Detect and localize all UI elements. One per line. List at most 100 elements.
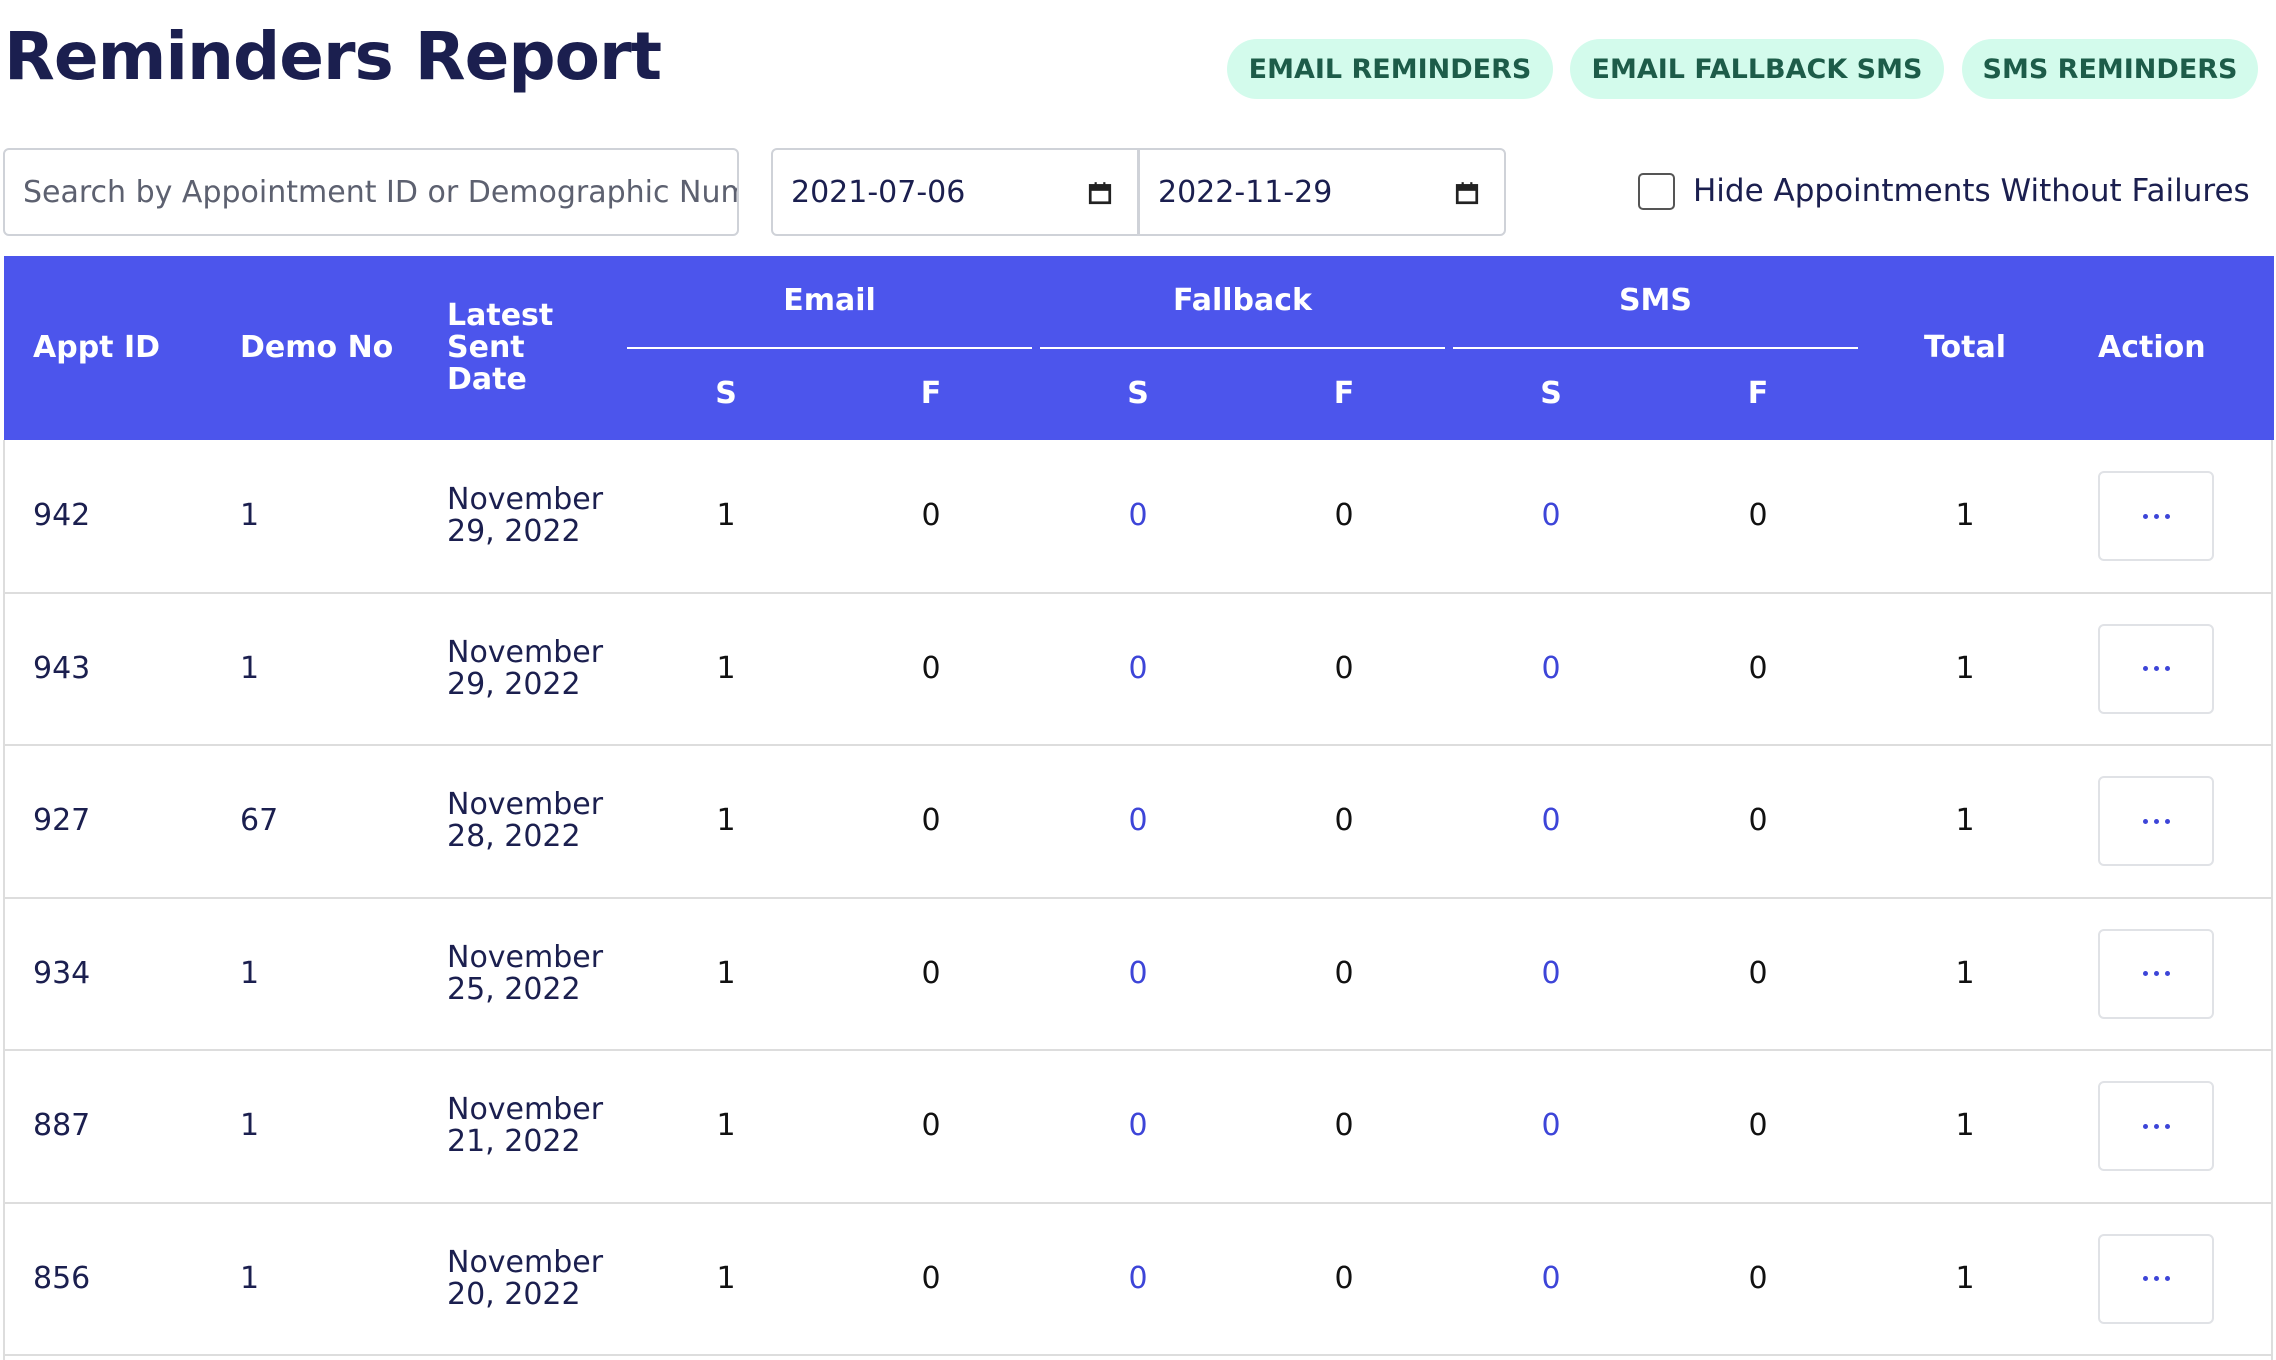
- count: 0: [1748, 1260, 1768, 1296]
- count: 0: [1541, 650, 1561, 686]
- search-input[interactable]: Search by Appointment ID or Demographic …: [3, 148, 739, 236]
- count: 1: [1955, 498, 1975, 534]
- row-divider: [3, 1049, 2273, 1051]
- count: 0: [1334, 955, 1354, 991]
- dot: [2153, 818, 2159, 824]
- column-header: Action: [2098, 330, 2206, 365]
- date-input[interactable]: 2022-11-29: [1138, 148, 1506, 236]
- count: 0: [1128, 1108, 1148, 1144]
- action-button[interactable]: [2098, 1233, 2214, 1324]
- count: 0: [1748, 650, 1768, 686]
- count: 1: [1955, 1260, 1975, 1296]
- date-value: 2021-07-06: [791, 174, 966, 210]
- demo-no: 1: [240, 1108, 260, 1144]
- dot: [2164, 1123, 2170, 1129]
- count: 1: [1955, 650, 1975, 686]
- tab-button[interactable]: EMAIL FALLBACK SMS: [1570, 39, 1944, 99]
- dot: [2153, 971, 2159, 977]
- count: 0: [1541, 803, 1561, 839]
- dot: [2153, 1123, 2159, 1129]
- dot: [2164, 971, 2170, 977]
- count: 1: [1955, 803, 1975, 839]
- sent-date: November 21, 2022: [447, 1092, 604, 1160]
- count: 0: [1748, 803, 1768, 839]
- sub-header: F: [920, 376, 942, 411]
- dot: [2153, 666, 2159, 672]
- action-button[interactable]: [2098, 623, 2214, 714]
- sub-header: F: [1747, 376, 1769, 411]
- count: 1: [1955, 1108, 1975, 1144]
- group-header: SMS: [1618, 283, 1693, 318]
- count: 0: [921, 955, 941, 991]
- count: 0: [1541, 955, 1561, 991]
- demo-no: 1: [240, 1260, 260, 1296]
- dot: [2164, 1276, 2170, 1282]
- count: 0: [1748, 498, 1768, 534]
- table-border: [2271, 440, 2273, 1360]
- appt-id: 856: [33, 1260, 91, 1296]
- demo-no: 1: [240, 498, 260, 534]
- column-header: Latest Sent Date: [447, 298, 554, 397]
- appt-id: 934: [33, 955, 91, 991]
- group-rule: [1453, 347, 1858, 349]
- count: 0: [1334, 803, 1354, 839]
- count: 1: [1955, 955, 1975, 991]
- count: 0: [1541, 1108, 1561, 1144]
- dot: [2164, 818, 2170, 824]
- date-input[interactable]: 2021-07-06: [771, 148, 1139, 236]
- count: 0: [1334, 650, 1354, 686]
- group-header: Email: [783, 283, 876, 318]
- appt-id: 943: [33, 650, 91, 686]
- count: 1: [716, 650, 736, 686]
- count: 0: [1334, 1108, 1354, 1144]
- count: 0: [1128, 498, 1148, 534]
- dot: [2164, 513, 2170, 519]
- dot: [2142, 666, 2148, 672]
- sub-header: S: [715, 376, 737, 411]
- tab-button[interactable]: EMAIL REMINDERS: [1227, 39, 1553, 99]
- count: 1: [716, 1108, 736, 1144]
- count: 0: [1128, 1260, 1148, 1296]
- action-button[interactable]: [2098, 928, 2214, 1019]
- demo-no: 1: [240, 955, 260, 991]
- dot: [2142, 1123, 2148, 1129]
- column-header: Total: [1924, 330, 2006, 365]
- checkbox-label[interactable]: Hide Appointments Without Failures: [1693, 173, 2250, 209]
- demo-no: 1: [240, 650, 260, 686]
- count: 0: [921, 1260, 941, 1296]
- column-header: Demo No: [240, 330, 394, 365]
- count: 0: [921, 1108, 941, 1144]
- action-button[interactable]: [2098, 1081, 2214, 1172]
- sent-date: November 25, 2022: [447, 939, 604, 1007]
- appt-id: 942: [33, 498, 91, 534]
- sent-date: November 28, 2022: [447, 787, 604, 855]
- checkbox[interactable]: [1638, 173, 1675, 210]
- action-button[interactable]: [2098, 776, 2214, 867]
- dot: [2153, 513, 2159, 519]
- calendar-icon: [1088, 182, 1112, 205]
- dot: [2142, 1276, 2148, 1282]
- demo-no: 67: [240, 803, 279, 839]
- count: 0: [921, 498, 941, 534]
- appt-id: 927: [33, 803, 91, 839]
- appt-id: 887: [33, 1108, 91, 1144]
- dot: [2164, 666, 2170, 672]
- tab-button[interactable]: SMS REMINDERS: [1962, 39, 2258, 99]
- table-border: [3, 440, 5, 1360]
- sub-header: S: [1540, 376, 1562, 411]
- count: 0: [921, 650, 941, 686]
- count: 1: [716, 955, 736, 991]
- count: 1: [716, 498, 736, 534]
- sub-header: F: [1333, 376, 1355, 411]
- group-header: Fallback: [1173, 283, 1312, 318]
- count: 0: [1128, 803, 1148, 839]
- date-value: 2022-11-29: [1158, 174, 1333, 210]
- group-rule: [1040, 347, 1445, 349]
- row-divider: [3, 1354, 2273, 1356]
- count: 0: [1128, 650, 1148, 686]
- sub-header: S: [1127, 376, 1149, 411]
- action-button[interactable]: [2098, 471, 2214, 562]
- placeholder: Search by Appointment ID or Demographic …: [23, 174, 739, 210]
- count: 0: [1541, 498, 1561, 534]
